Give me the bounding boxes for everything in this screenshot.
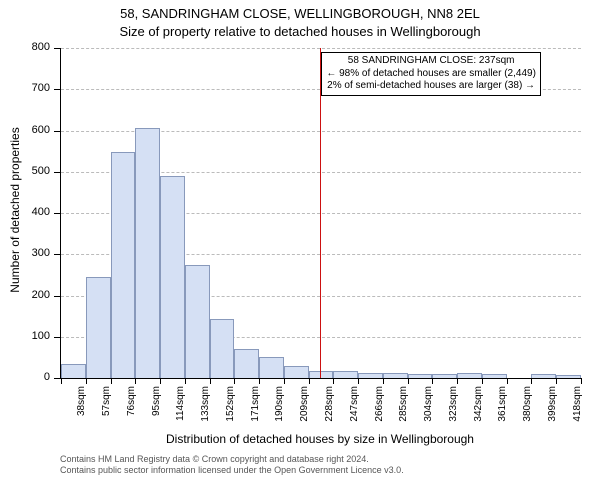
histogram-bar [358, 373, 383, 378]
callout-box: 58 SANDRINGHAM CLOSE: 237sqm← 98% of det… [321, 52, 541, 96]
x-tick-label: 57sqm [101, 386, 112, 436]
x-tick-label: 247sqm [349, 386, 360, 436]
x-tick [309, 378, 310, 384]
histogram-bar [210, 319, 235, 378]
attribution-line: Contains public sector information licen… [60, 465, 404, 476]
histogram-bar [234, 349, 259, 378]
x-tick-label: 114sqm [175, 386, 186, 436]
x-tick [531, 378, 532, 384]
x-tick [408, 378, 409, 384]
x-tick-label: 171sqm [250, 386, 261, 436]
y-tick [54, 378, 60, 379]
x-tick [383, 378, 384, 384]
x-tick-label: 190sqm [274, 386, 285, 436]
x-tick [185, 378, 186, 384]
x-tick [507, 378, 508, 384]
histogram-bar [482, 374, 507, 378]
x-tick [457, 378, 458, 384]
x-tick [234, 378, 235, 384]
histogram-bar [111, 152, 136, 378]
y-axis-label: Number of detached properties [8, 45, 22, 375]
x-tick-label: 228sqm [324, 386, 335, 436]
y-tick [54, 131, 60, 132]
x-tick-label: 133sqm [200, 386, 211, 436]
attribution-line: Contains HM Land Registry data © Crown c… [60, 454, 404, 465]
histogram-bar [86, 277, 111, 378]
histogram-bar [408, 374, 433, 378]
x-tick [86, 378, 87, 384]
y-tick [54, 172, 60, 173]
x-tick [432, 378, 433, 384]
y-tick [54, 213, 60, 214]
histogram-bar [531, 374, 556, 378]
title-line-2: Size of property relative to detached ho… [0, 24, 600, 39]
x-tick-label: 95sqm [151, 386, 162, 436]
x-axis-label: Distribution of detached houses by size … [60, 432, 580, 446]
callout-line: ← 98% of detached houses are smaller (2,… [326, 68, 536, 81]
x-tick-label: 418sqm [572, 386, 583, 436]
x-tick-label: 266sqm [374, 386, 385, 436]
title-line-1: 58, SANDRINGHAM CLOSE, WELLINGBOROUGH, N… [0, 6, 600, 21]
x-tick-label: 152sqm [225, 386, 236, 436]
x-tick-label: 323sqm [448, 386, 459, 436]
x-tick [210, 378, 211, 384]
x-tick-label: 38sqm [76, 386, 87, 436]
x-tick [259, 378, 260, 384]
histogram-bar [333, 371, 358, 378]
histogram-bar [383, 373, 408, 378]
callout-line: 2% of semi-detached houses are larger (3… [326, 80, 536, 93]
x-tick [556, 378, 557, 384]
x-tick-label: 76sqm [126, 386, 137, 436]
x-tick-label: 209sqm [299, 386, 310, 436]
histogram-bar [457, 373, 482, 378]
x-tick [135, 378, 136, 384]
y-tick [54, 48, 60, 49]
y-tick [54, 296, 60, 297]
x-tick [482, 378, 483, 384]
y-tick [54, 337, 60, 338]
callout-line: 58 SANDRINGHAM CLOSE: 237sqm [326, 55, 536, 68]
x-tick [61, 378, 62, 384]
x-tick-label: 342sqm [473, 386, 484, 436]
x-tick [333, 378, 334, 384]
x-tick-label: 304sqm [423, 386, 434, 436]
x-tick-label: 380sqm [522, 386, 533, 436]
histogram-bar [135, 128, 160, 378]
histogram-bar [432, 374, 457, 378]
reference-line [320, 48, 321, 378]
y-tick [54, 254, 60, 255]
x-tick-label: 285sqm [398, 386, 409, 436]
y-tick [54, 89, 60, 90]
histogram-bar [185, 265, 210, 378]
x-tick [111, 378, 112, 384]
chart-container: 58, SANDRINGHAM CLOSE, WELLINGBOROUGH, N… [0, 0, 600, 500]
histogram-bar [160, 176, 185, 378]
histogram-bar [259, 357, 284, 378]
plot-area: 58 SANDRINGHAM CLOSE: 237sqm← 98% of det… [60, 48, 581, 379]
histogram-bar [556, 375, 581, 378]
x-tick-label: 399sqm [547, 386, 558, 436]
histogram-bar [61, 364, 86, 378]
x-tick [358, 378, 359, 384]
x-tick [160, 378, 161, 384]
histogram-bar [284, 366, 309, 378]
x-tick [284, 378, 285, 384]
x-tick-label: 361sqm [497, 386, 508, 436]
attribution: Contains HM Land Registry data © Crown c… [60, 454, 404, 477]
x-tick [581, 378, 582, 384]
